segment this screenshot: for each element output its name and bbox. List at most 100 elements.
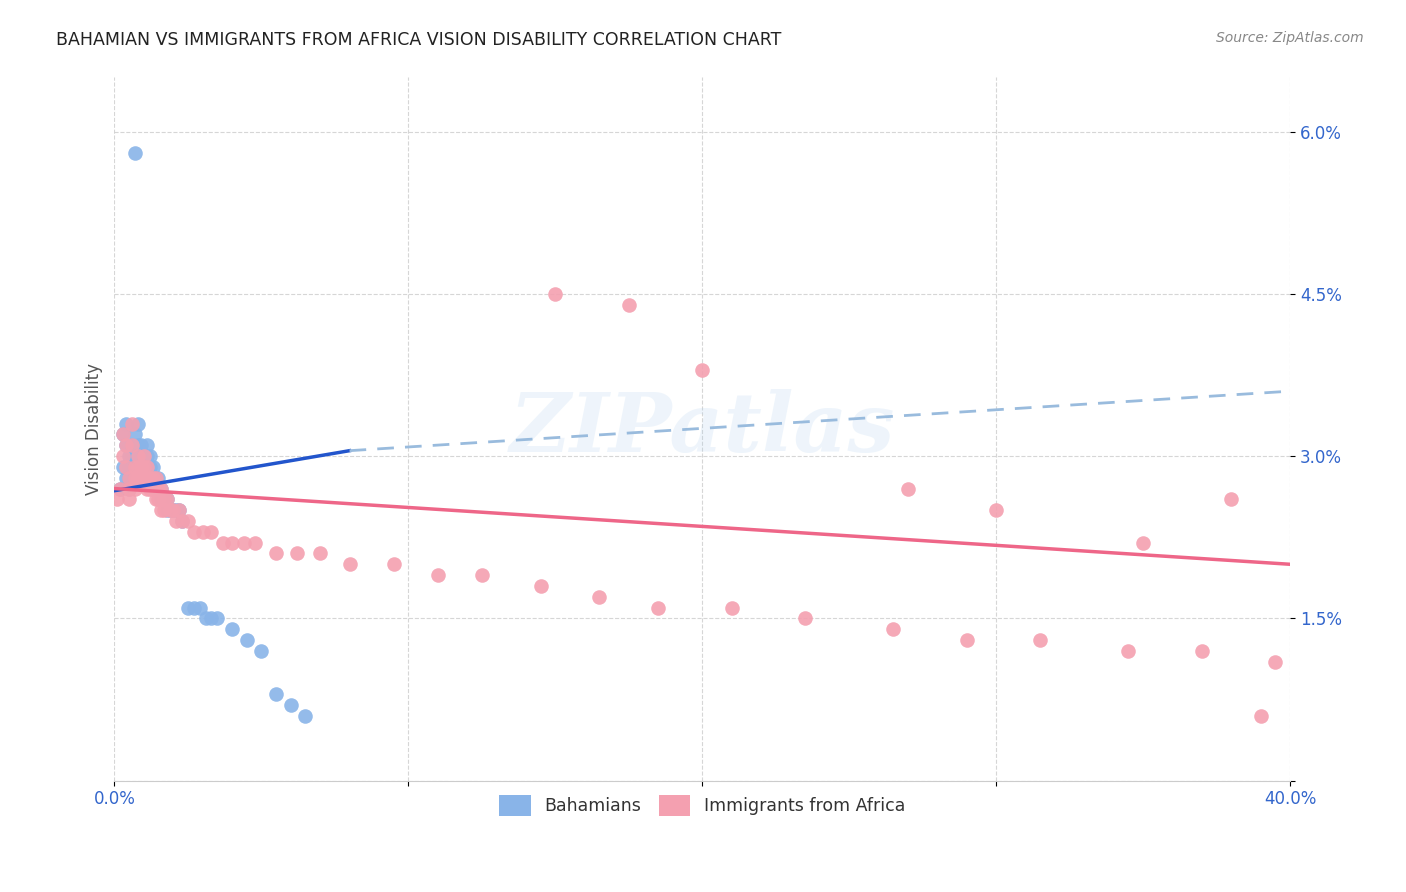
- Point: [162, 503, 184, 517]
- Point: [124, 471, 146, 485]
- Point: [544, 286, 567, 301]
- Point: [294, 708, 316, 723]
- Point: [115, 438, 138, 452]
- Point: [1029, 632, 1052, 647]
- Point: [121, 417, 143, 431]
- Point: [145, 471, 167, 485]
- Point: [110, 482, 132, 496]
- Point: [115, 471, 138, 485]
- Point: [471, 568, 494, 582]
- Point: [127, 449, 149, 463]
- Point: [127, 438, 149, 452]
- Point: [135, 482, 157, 496]
- Point: [221, 622, 243, 636]
- Point: [110, 482, 132, 496]
- Point: [132, 459, 155, 474]
- Point: [118, 471, 141, 485]
- Point: [118, 482, 141, 496]
- Point: [159, 503, 181, 517]
- Point: [121, 471, 143, 485]
- Point: [617, 298, 640, 312]
- Point: [142, 459, 165, 474]
- Point: [118, 482, 141, 496]
- Point: [124, 459, 146, 474]
- Point: [135, 438, 157, 452]
- Point: [124, 146, 146, 161]
- Point: [207, 611, 229, 625]
- Point: [720, 600, 742, 615]
- Point: [986, 503, 1008, 517]
- Point: [127, 417, 149, 431]
- Point: [183, 600, 205, 615]
- Point: [129, 471, 152, 485]
- Point: [124, 427, 146, 442]
- Point: [127, 459, 149, 474]
- Point: [105, 492, 128, 507]
- Point: [138, 471, 160, 485]
- Point: [188, 600, 211, 615]
- Point: [153, 492, 176, 507]
- Point: [956, 632, 979, 647]
- Point: [1250, 708, 1272, 723]
- Point: [264, 687, 287, 701]
- Point: [1264, 655, 1286, 669]
- Point: [170, 514, 193, 528]
- Point: [280, 698, 302, 712]
- Point: [264, 546, 287, 560]
- Point: [426, 568, 449, 582]
- Point: [221, 535, 243, 549]
- Point: [165, 514, 187, 528]
- Point: [882, 622, 904, 636]
- Point: [245, 535, 267, 549]
- Point: [191, 524, 214, 539]
- Point: [132, 449, 155, 463]
- Point: [250, 644, 273, 658]
- Point: [148, 482, 170, 496]
- Point: [112, 427, 135, 442]
- Point: [148, 471, 170, 485]
- Point: [159, 503, 181, 517]
- Point: [121, 449, 143, 463]
- Point: [177, 600, 200, 615]
- Point: [235, 632, 257, 647]
- Point: [1132, 535, 1154, 549]
- Point: [1191, 644, 1213, 658]
- Point: [112, 449, 135, 463]
- Point: [165, 503, 187, 517]
- Point: [232, 535, 254, 549]
- Point: [588, 590, 610, 604]
- Point: [212, 535, 235, 549]
- Point: [135, 459, 157, 474]
- Point: [285, 546, 308, 560]
- Point: [897, 482, 920, 496]
- Text: BAHAMIAN VS IMMIGRANTS FROM AFRICA VISION DISABILITY CORRELATION CHART: BAHAMIAN VS IMMIGRANTS FROM AFRICA VISIO…: [56, 31, 782, 49]
- Point: [156, 503, 179, 517]
- Point: [124, 482, 146, 496]
- Point: [121, 438, 143, 452]
- Point: [129, 438, 152, 452]
- Point: [1220, 492, 1243, 507]
- Point: [156, 492, 179, 507]
- Point: [115, 417, 138, 431]
- Point: [382, 558, 405, 572]
- Point: [132, 459, 155, 474]
- Point: [150, 482, 173, 496]
- Point: [162, 503, 184, 517]
- Point: [200, 524, 222, 539]
- Point: [183, 524, 205, 539]
- Point: [132, 471, 155, 485]
- Point: [112, 459, 135, 474]
- Point: [124, 471, 146, 485]
- Point: [145, 482, 167, 496]
- Point: [129, 459, 152, 474]
- Point: [200, 611, 222, 625]
- Point: [150, 492, 173, 507]
- Point: [129, 459, 152, 474]
- Point: [153, 492, 176, 507]
- Point: [142, 471, 165, 485]
- Text: ZIPatlas: ZIPatlas: [509, 389, 896, 469]
- Point: [118, 471, 141, 485]
- Point: [142, 471, 165, 485]
- Point: [115, 459, 138, 474]
- Point: [145, 471, 167, 485]
